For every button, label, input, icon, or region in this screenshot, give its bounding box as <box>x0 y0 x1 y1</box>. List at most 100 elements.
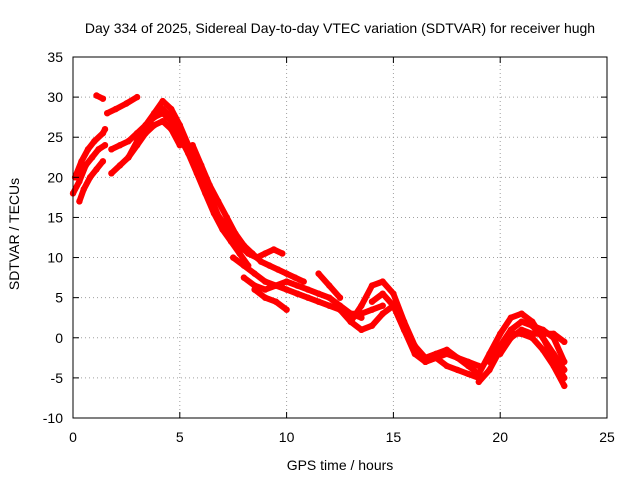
data-point <box>454 366 461 374</box>
data-point <box>518 318 525 325</box>
data-point <box>227 230 235 237</box>
data-point <box>240 262 248 269</box>
y-tick-label: -5 <box>51 370 64 386</box>
data-point <box>529 330 536 337</box>
data-point <box>294 282 301 289</box>
data-point <box>497 350 504 357</box>
data-point <box>270 246 277 253</box>
data-point <box>93 166 100 173</box>
data-point <box>326 302 333 309</box>
data-point <box>76 198 83 205</box>
y-tick-label: 30 <box>47 89 63 105</box>
data-point <box>550 334 557 341</box>
x-tick-label: 0 <box>69 429 77 445</box>
data-point <box>159 105 166 113</box>
data-point <box>262 294 269 301</box>
data-point <box>223 214 230 221</box>
data-point <box>272 282 280 289</box>
data-point <box>561 358 568 365</box>
data-point <box>486 358 493 365</box>
data-point <box>291 274 299 281</box>
data-point <box>300 278 307 285</box>
data-point <box>202 190 209 197</box>
data-point <box>304 294 312 301</box>
data-point <box>336 294 344 301</box>
data-point <box>151 114 158 121</box>
ticks: 0 5 10 15 20 25 -10 -5 0 5 10 15 20 25 30 35 <box>43 49 615 445</box>
grid <box>73 57 607 418</box>
data-point <box>236 250 243 257</box>
data-point <box>262 286 269 293</box>
data-point <box>78 158 85 165</box>
data-point <box>101 126 109 133</box>
data-point <box>76 178 83 185</box>
data-point <box>80 186 87 193</box>
data-point <box>379 302 386 309</box>
data-point <box>266 262 273 269</box>
data-point <box>529 322 536 329</box>
data-point <box>294 290 301 297</box>
data-point <box>82 162 90 169</box>
y-tick-label: 15 <box>47 209 63 225</box>
data-point <box>116 162 124 169</box>
data-point <box>159 97 166 105</box>
chart-title: Day 334 of 2025, Sidereal Day-to-day VTE… <box>85 20 595 36</box>
data-point <box>251 286 258 293</box>
data-point <box>84 146 92 153</box>
data-point <box>142 122 149 129</box>
data-point <box>518 326 525 333</box>
data-point <box>283 278 290 285</box>
series-line-track-5 <box>104 94 141 117</box>
data-point <box>497 330 504 337</box>
data-point <box>185 150 192 157</box>
y-tick-label: 0 <box>55 330 63 346</box>
data-point <box>272 298 280 305</box>
data-point <box>86 174 94 181</box>
data-point <box>253 254 260 261</box>
x-tick-label: 5 <box>176 429 184 445</box>
plot-frame <box>72 56 608 419</box>
data-point <box>315 290 322 297</box>
data-point <box>125 138 132 145</box>
data-point <box>400 326 408 333</box>
data-point <box>465 362 472 370</box>
data-point <box>561 338 568 345</box>
data-point <box>95 146 102 153</box>
data-point <box>443 362 450 370</box>
y-tick-label: 25 <box>47 129 63 145</box>
data-point <box>176 130 183 137</box>
data-point <box>379 278 386 285</box>
data-point <box>368 298 376 305</box>
data-point <box>561 374 568 382</box>
data-point <box>475 370 482 378</box>
data-point <box>151 122 158 129</box>
x-tick-label: 20 <box>492 429 508 445</box>
data-point <box>193 170 201 177</box>
data-point <box>336 306 344 313</box>
data-point <box>283 270 290 277</box>
data-point <box>99 95 107 102</box>
data-point <box>454 354 461 361</box>
data-point <box>219 218 226 225</box>
data-point <box>133 134 141 141</box>
data-point <box>368 322 376 329</box>
data-point <box>507 314 515 321</box>
data-point <box>315 270 322 277</box>
data-point <box>507 334 515 341</box>
data-point <box>89 154 96 161</box>
x-tick-label: 15 <box>386 429 402 445</box>
data-point <box>251 270 258 277</box>
data-point <box>443 346 450 353</box>
data-point <box>390 302 397 309</box>
data-point <box>550 350 557 357</box>
data-point <box>347 318 354 325</box>
data-point <box>262 250 269 257</box>
data-point <box>315 298 322 305</box>
data-point <box>326 294 333 301</box>
data-point <box>486 366 493 374</box>
series-line-track-14 <box>251 286 290 313</box>
y-tick-label: -10 <box>43 410 63 426</box>
data-point <box>240 274 248 281</box>
data-point <box>257 258 265 265</box>
